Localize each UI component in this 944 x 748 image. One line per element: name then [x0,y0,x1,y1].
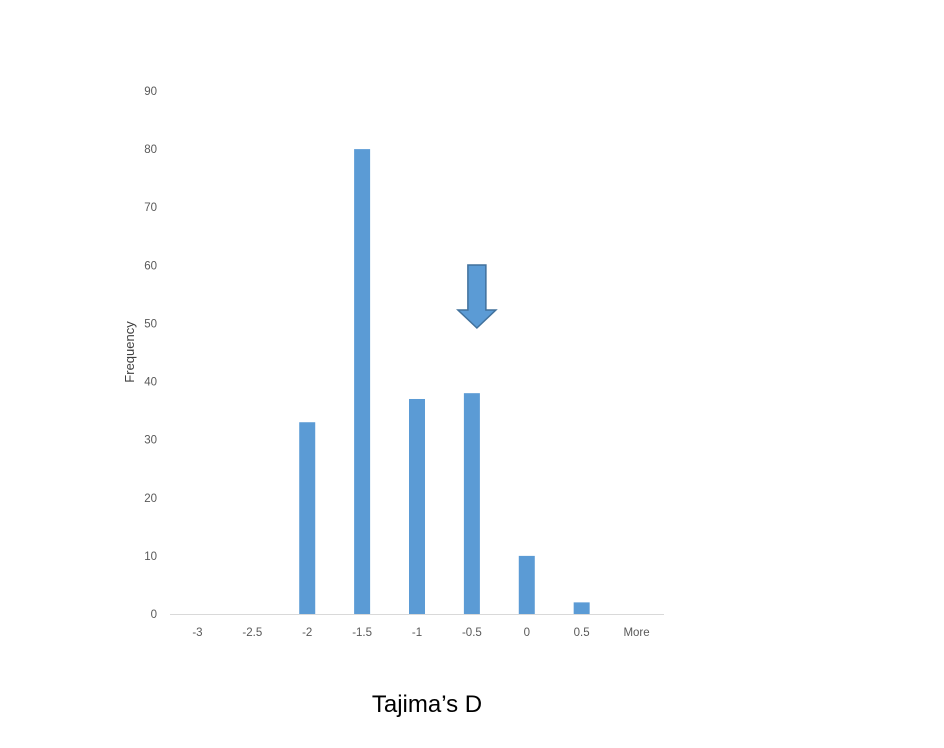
bar [409,398,425,614]
x-tick-label: -3 [192,627,202,639]
x-axis-title: Tajima’s D [372,691,482,718]
x-tick-label: 0 [524,627,530,639]
x-axis-ticks: -3 -2.5 -2 -1.5 -1 -0.5 0 0.5 More [192,627,649,639]
bars [299,149,590,614]
down-arrow-annotation [456,264,498,330]
y-tick-label: 90 [144,86,157,98]
y-tick-label: 40 [144,377,157,389]
x-tick-label: -2 [302,627,312,639]
x-tick-label: -2.5 [242,627,262,639]
x-tick-label: More [623,627,649,639]
y-tick-label: 30 [144,435,157,447]
bar [518,555,535,614]
bar [354,149,371,614]
y-tick-label: 70 [144,202,157,214]
y-tick-label: 60 [144,260,157,272]
y-tick-label: 0 [151,609,157,621]
bar [463,393,480,614]
x-tick-label: -1.5 [352,627,372,639]
bar [573,602,590,614]
y-axis-title: Frequency [122,321,137,383]
x-tick-label: -1 [412,627,422,639]
y-axis-ticks: 0 10 20 30 40 50 60 70 80 90 [144,86,157,621]
x-tick-label: 0.5 [574,627,590,639]
y-tick-label: 10 [144,551,157,563]
bar [299,422,316,614]
y-tick-label: 20 [144,493,157,505]
y-tick-label: 50 [144,318,157,330]
y-tick-label: 80 [144,144,157,156]
x-tick-label: -0.5 [462,627,482,639]
